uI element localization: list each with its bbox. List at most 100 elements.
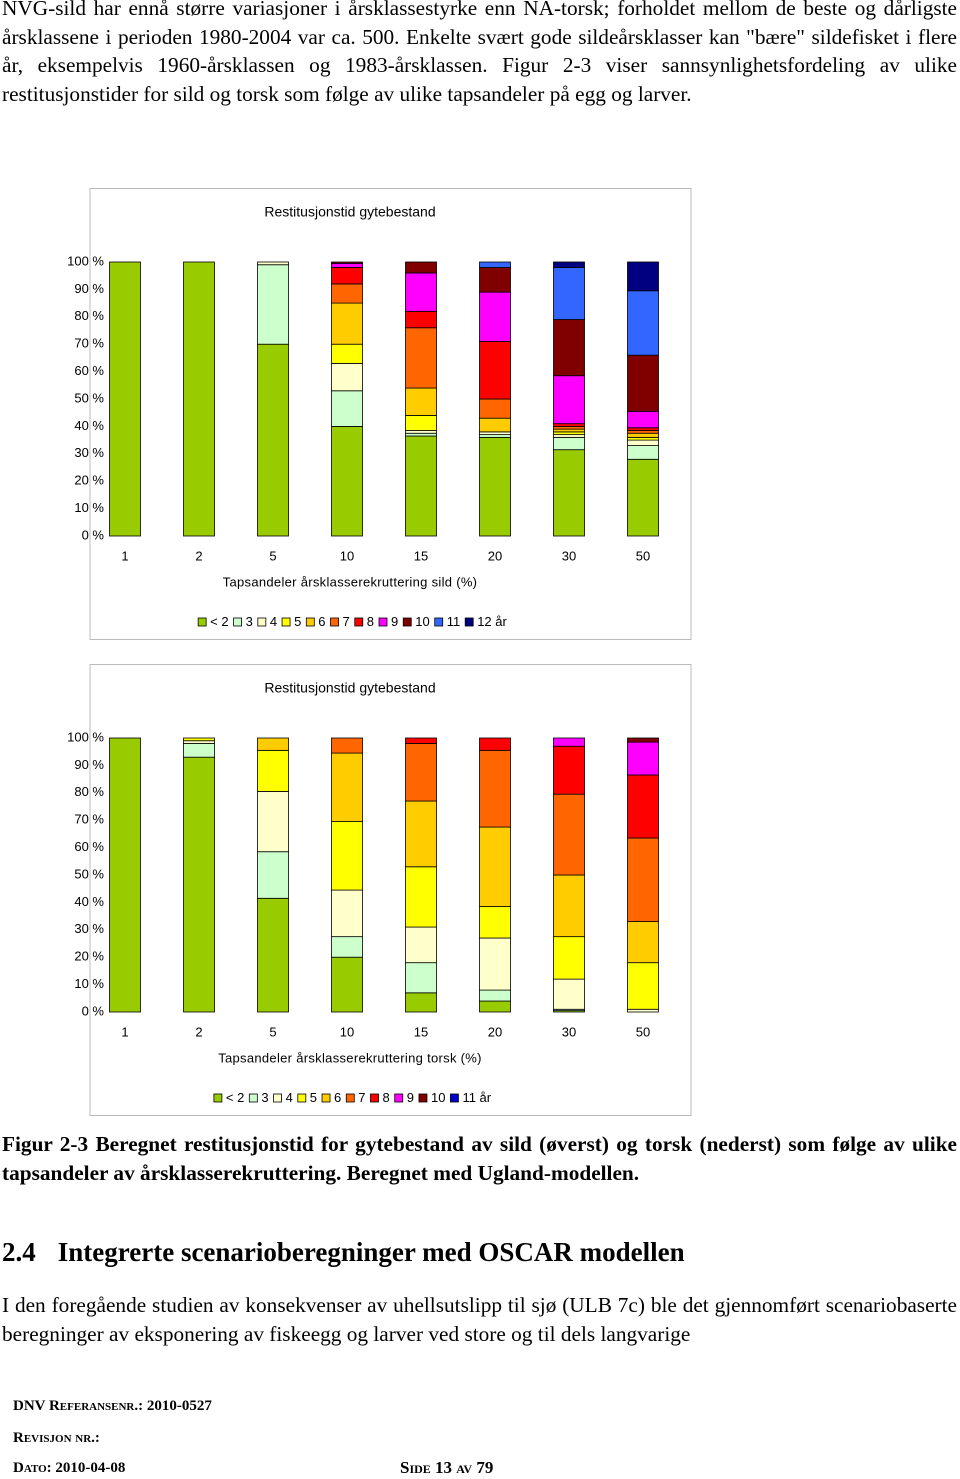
legend-label: < 2 [226, 1090, 244, 1105]
legend-label: 8 [383, 1090, 390, 1105]
x-tick-label: 20 [488, 548, 502, 563]
bar-segment [627, 436, 659, 441]
bar-segment [553, 375, 585, 425]
bar-segment [479, 341, 511, 400]
bar-segment [257, 264, 289, 345]
chart-title: Restitusjonstid gytebestand [264, 680, 435, 696]
x-tick-label: 10 [340, 1024, 354, 1039]
bar-segment [627, 261, 659, 292]
y-tick-label: 80 % [74, 308, 104, 323]
y-tick-label: 100 % [67, 253, 104, 268]
legend: < 2 3 4 5 6 7 8 9 10 11 år [213, 1090, 492, 1105]
bar-segment [331, 362, 363, 392]
bar-segment [109, 261, 141, 537]
x-tick-label: 15 [414, 1024, 428, 1039]
legend-swatch [297, 1093, 307, 1103]
bar-segment [331, 752, 363, 822]
legend-label: 4 [270, 614, 277, 629]
legend-swatch [402, 617, 412, 627]
legend-label: 5 [294, 614, 301, 629]
caption: Figur 2-3 Beregnet restitusjonstid for g… [2, 1132, 957, 1185]
legend-swatch [273, 1093, 282, 1103]
y-tick-label: 10 % [74, 976, 104, 991]
footer-page: Side 13 av 79 [400, 1458, 493, 1478]
y-tick-label: 10 % [74, 500, 104, 515]
bar-segment [331, 956, 363, 1013]
bar-segment [479, 906, 511, 939]
x-tick-label: 30 [562, 1024, 576, 1039]
bar-segment [331, 425, 363, 537]
bar-segment [479, 261, 511, 268]
bar-segment [627, 445, 659, 460]
bar-segment [553, 434, 585, 438]
legend-swatch [378, 617, 388, 627]
legend-label: 12 år [477, 614, 507, 629]
bar-segment [553, 737, 585, 747]
bar-segment [183, 261, 215, 537]
legend-label: 6 [318, 614, 325, 629]
legend-label: 9 [407, 1090, 414, 1105]
bar-segment [257, 261, 289, 266]
x-tick-label: 10 [340, 548, 354, 563]
bar-segment [479, 436, 511, 537]
x-tick-label: 5 [269, 1024, 276, 1039]
y-tick-label: 40 % [74, 418, 104, 433]
y-tick-label: 0 % [82, 1003, 105, 1018]
legend-swatch [213, 1093, 223, 1103]
legend-swatch [464, 617, 474, 627]
bar-segment [405, 415, 437, 431]
bar-segment [405, 866, 437, 928]
bar-segment [627, 921, 659, 964]
legend-label: 5 [310, 1090, 317, 1105]
y-tick-label: 90 % [74, 281, 104, 296]
bar-segment [553, 431, 585, 436]
y-tick-label: 40 % [74, 894, 104, 909]
bar-segment [405, 962, 437, 994]
x-tick-label: 1 [121, 1024, 128, 1039]
bar-segment [405, 432, 437, 437]
bar-segment [553, 261, 585, 268]
bar-segment [331, 267, 363, 285]
bar-segment [627, 432, 659, 438]
footer-ref: DNV Referansenr.: 2010-0527 [13, 1398, 212, 1415]
bar-segment [257, 343, 289, 537]
revision-label: Revisjon nr.: [13, 1430, 100, 1446]
bar-segment [405, 387, 437, 416]
bar-segment [479, 417, 511, 433]
legend-swatch [281, 617, 291, 627]
legend-label: 3 [246, 614, 253, 629]
y-tick-label: 50 % [74, 866, 104, 881]
bar-segment [553, 874, 585, 938]
bar-segment [479, 989, 511, 1002]
bar-segment [627, 290, 659, 356]
ref-label: DNV Referansenr.: [13, 1398, 144, 1414]
bar-segment [627, 774, 659, 839]
bar-segment [627, 1008, 659, 1013]
footer-date: Dato: 2010-04-08 [13, 1460, 125, 1477]
legend-swatch [305, 617, 315, 627]
x-tick-label: 5 [269, 548, 276, 563]
bar-segment [405, 992, 437, 1013]
legend-swatch [434, 617, 444, 627]
bar-segment [331, 262, 363, 268]
bar-segment [479, 749, 511, 828]
bar-segment [331, 936, 363, 958]
legend-swatch [394, 1093, 404, 1103]
x-tick-label: 15 [414, 548, 428, 563]
y-tick-label: 30 % [74, 921, 104, 936]
legend-label: 4 [286, 1090, 293, 1105]
legend-swatch [345, 1093, 355, 1103]
y-tick-label: 50 % [74, 390, 104, 405]
bar-segment [553, 449, 585, 537]
y-tick-label: 60 % [74, 363, 104, 378]
bar-segment [479, 937, 511, 991]
bar-segment [553, 425, 585, 430]
bar-segment [627, 962, 659, 1010]
legend-label: < 2 [210, 614, 228, 629]
bar-segment [257, 791, 289, 853]
footer-revision: Revisjon nr.: [13, 1430, 100, 1447]
bar-segment [183, 737, 215, 742]
bar-segment [479, 826, 511, 907]
y-tick-label: 0 % [82, 527, 105, 542]
legend-label: 3 [261, 1090, 268, 1105]
